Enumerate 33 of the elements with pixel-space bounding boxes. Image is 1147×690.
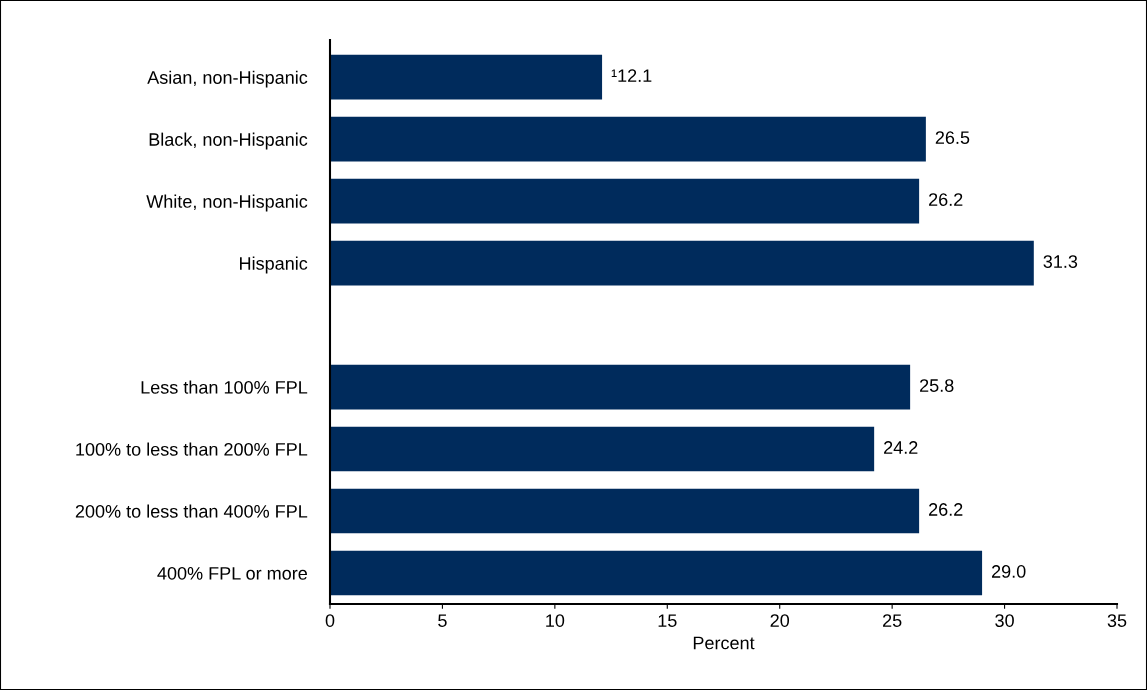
x-tick-label: 5	[438, 614, 447, 627]
y-tick-label: Hispanic	[240, 256, 308, 274]
data-label: ¹12.1	[611, 69, 652, 82]
y-tick-label: Asian, non-Hispanic	[147, 70, 308, 88]
y-tick-label: Less than 100% FPL	[141, 380, 308, 394]
x-tick-label: 25	[883, 614, 902, 627]
bar	[330, 178, 920, 224]
y-tick-label: 400% FPL or more	[157, 566, 307, 580]
data-label: 24.2	[884, 441, 918, 454]
data-label: 29.0	[991, 565, 1026, 578]
y-tick-label: White, non-Hispanic	[146, 194, 308, 212]
bar	[330, 364, 911, 410]
data-label: 26.2	[929, 193, 963, 206]
y-tick-label: 100% to less than 200% FPL	[76, 442, 308, 456]
data-label: 26.5	[935, 131, 970, 145]
x-tick-label: 20	[770, 614, 790, 627]
bar	[330, 488, 920, 534]
x-tick-label: 35	[1107, 614, 1127, 627]
bar	[330, 550, 983, 596]
x-axis-title: Percent	[693, 636, 755, 650]
bar	[330, 116, 926, 162]
data-label: 25.8	[920, 379, 954, 392]
y-tick-label: 200% to less than 400% FPL	[75, 504, 308, 518]
x-tick-label: 10	[546, 614, 565, 627]
x-tick-label: 30	[995, 614, 1014, 627]
x-tick-label: 15	[658, 614, 677, 627]
bar	[330, 54, 603, 100]
x-tick-label: 0	[325, 614, 335, 627]
y-tick-label: Black, non-Hispanic	[149, 132, 308, 150]
data-label: 26.2	[929, 503, 963, 516]
data-label: 31.3	[1043, 255, 1078, 268]
bar	[330, 240, 1034, 286]
bar	[330, 426, 875, 472]
